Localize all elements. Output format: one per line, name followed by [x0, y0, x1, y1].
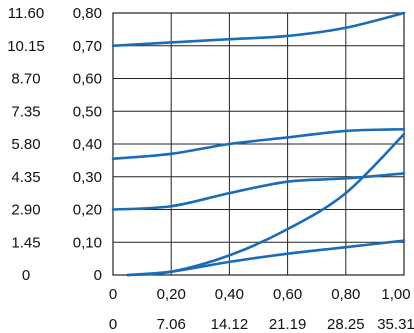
- x-tick-label-primary: 0,40: [215, 286, 244, 303]
- y-tick-label-secondary: 0: [22, 267, 30, 284]
- x-tick-label-primary: 0,20: [157, 286, 186, 303]
- series-line-2: [111, 127, 406, 161]
- y-tick-label-secondary: 2.90: [11, 202, 40, 219]
- y-tick-label-primary: 0,70: [73, 38, 102, 55]
- y-tick-label-primary: 0,50: [73, 103, 102, 120]
- series-line-5: [126, 239, 406, 277]
- y-tick-label-secondary: 1.45: [11, 234, 40, 251]
- y-tick-label-primary: 0: [94, 267, 102, 284]
- x-tick-label-primary: 0,60: [273, 286, 302, 303]
- x-tick-label-secondary: 35.31: [377, 316, 414, 333]
- x-tick-label-secondary: 7.06: [157, 316, 186, 333]
- y-tick-label-primary: 0,30: [73, 169, 102, 186]
- x-tick-label-primary: 1,00: [381, 286, 410, 303]
- x-tick-label-secondary: 28.25: [327, 316, 365, 333]
- series-line-1: [111, 11, 406, 48]
- y-tick-label-secondary: 11.60: [8, 5, 44, 22]
- series-line-3: [111, 172, 406, 211]
- x-tick-label-primary: 0: [109, 286, 117, 303]
- y-tick-label-primary: 0,60: [73, 71, 102, 88]
- y-tick-label-primary: 0,80: [73, 5, 102, 22]
- y-tick-label-secondary: 10.15: [7, 38, 45, 55]
- y-tick-label-secondary: 7.35: [11, 103, 40, 120]
- x-tick-label-secondary: 21.19: [269, 316, 307, 333]
- y-tick-label-secondary: 5.80: [11, 136, 40, 153]
- y-tick-label-secondary: 4.35: [11, 169, 40, 186]
- y-tick-label-secondary: 8.70: [11, 71, 40, 88]
- plot-frame: [112, 12, 405, 276]
- x-tick-label-secondary: 0: [109, 316, 117, 333]
- y-tick-label-primary: 0,10: [73, 234, 102, 251]
- x-tick-label-primary: 0,80: [331, 286, 360, 303]
- y-tick-label-primary: 0,20: [73, 202, 102, 219]
- x-tick-label-secondary: 14.12: [211, 316, 249, 333]
- y-tick-label-primary: 0,40: [73, 136, 102, 153]
